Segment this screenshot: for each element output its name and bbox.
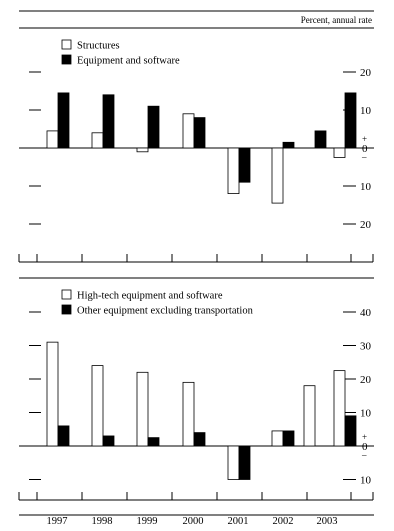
unit-label: Percent, annual rate [301, 15, 372, 25]
legend-swatch [61, 289, 72, 300]
y-tick-label: 30 [360, 341, 372, 353]
y-zero-label: + [362, 134, 367, 144]
bar-first-series [271, 147, 284, 204]
x-tick-label: 2000 [183, 516, 204, 527]
bar-second-series [193, 117, 206, 149]
legend-label: Structures [77, 41, 120, 52]
bar-second-series [282, 141, 295, 149]
x-tick-label: 2002 [273, 516, 294, 527]
x-tick-label: 2001 [228, 516, 249, 527]
bar-second-series [344, 92, 357, 149]
y-zero-label: – [361, 152, 367, 162]
bar-second-series [57, 425, 70, 447]
bar-second-series [238, 147, 251, 183]
y-tick-label: 10 [360, 408, 372, 420]
y-tick-label: 10 [360, 475, 372, 487]
legend-swatch [61, 54, 72, 65]
bar-first-series [303, 385, 316, 447]
bar-second-series [147, 105, 160, 149]
bar-second-series [102, 435, 115, 447]
y-tick-label: 20 [360, 219, 372, 231]
legend-label: Equipment and software [77, 56, 180, 67]
bar-first-series [227, 445, 240, 480]
bar-second-series [102, 94, 115, 149]
bottom-panel: 40 30 20 10 +0– 10 High-tech equipment and sof… [18, 289, 374, 527]
y-tick-label: 20 [360, 374, 372, 386]
y-tick-label: 10 [360, 105, 372, 117]
bar-second-series [314, 130, 327, 149]
x-tick-label: 2003 [317, 516, 338, 527]
bar-second-series [193, 432, 206, 447]
bar-first-series [46, 341, 59, 447]
bar-first-series [271, 430, 284, 447]
y-zero-label: 0 [362, 143, 368, 155]
bar-first-series [46, 130, 59, 149]
bar-second-series [147, 437, 160, 447]
bar-first-series [136, 371, 149, 447]
y-tick-label: 10 [360, 181, 372, 193]
y-zero-label: 0 [362, 441, 368, 453]
bar-first-series [136, 147, 149, 153]
bar-first-series [91, 132, 104, 149]
bar-first-series [182, 113, 195, 149]
bar-first-series [182, 381, 195, 447]
x-tick-label: 1997 [47, 516, 68, 527]
top-panel: 20 10 +0– 10 20 Structures Equipment and softw… [18, 39, 374, 263]
legend-swatch [61, 39, 72, 50]
bar-second-series [57, 92, 70, 149]
bar-first-series [91, 365, 104, 447]
y-zero-label: – [361, 450, 367, 460]
x-tick-label: 1998 [92, 516, 113, 527]
y-zero-label: + [362, 432, 367, 442]
bar-second-series [344, 415, 357, 447]
y-tick-label: 40 [360, 307, 372, 319]
bar-first-series [333, 147, 346, 158]
bar-first-series [227, 147, 240, 194]
legend-label: High-tech equipment and software [77, 291, 223, 302]
bar-second-series [282, 430, 295, 447]
x-tick-label: 1999 [137, 516, 158, 527]
bar-first-series [333, 370, 346, 447]
bar-second-series [238, 445, 251, 480]
legend-label: Other equipment excluding transportation [77, 306, 254, 317]
legend-swatch [61, 304, 72, 315]
y-tick-label: 20 [360, 67, 372, 79]
